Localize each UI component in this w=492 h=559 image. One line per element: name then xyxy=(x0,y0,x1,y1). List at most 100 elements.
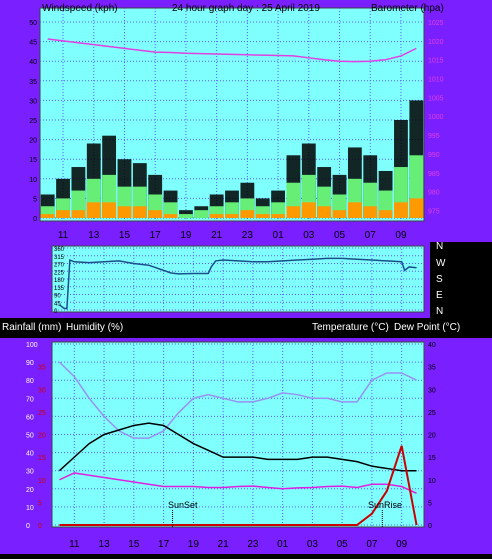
wind-min-bar xyxy=(56,210,70,218)
temperature-y-tick: 35 xyxy=(428,365,436,372)
wind-y-tick: 5 xyxy=(33,196,37,203)
temperature-y-tick: 0 xyxy=(428,523,432,530)
wind-min-bar xyxy=(86,202,101,218)
x-tick-label: 17 xyxy=(158,539,170,550)
x-tick-label: 07 xyxy=(366,539,378,550)
humidity-y-tick: 0 xyxy=(26,523,30,530)
x-tick-label: 19 xyxy=(188,539,200,550)
x-tick-label: 03 xyxy=(303,230,315,241)
wind-min-bar xyxy=(148,210,163,218)
direction-y-tick: 45 xyxy=(54,301,61,307)
direction-label-e: E xyxy=(436,290,443,301)
rainfall-y-tick: 20 xyxy=(38,433,46,440)
wind-min-bar xyxy=(363,206,378,218)
x-tick-label: 07 xyxy=(365,230,377,241)
rainfall-y-tick: 35 xyxy=(38,365,46,372)
temperature-y-tick: 25 xyxy=(428,410,436,417)
x-tick-label: 09 xyxy=(395,230,407,241)
temperature-y-tick: 20 xyxy=(428,433,436,440)
wind-min-bar xyxy=(117,206,132,218)
x-tick-label: 13 xyxy=(99,539,111,550)
barometer-y-tick: 1020 xyxy=(428,39,444,46)
humidity-y-tick: 50 xyxy=(26,433,34,440)
sunrise-label: SunRise xyxy=(368,500,402,510)
wind-y-tick: 35 xyxy=(29,79,37,86)
windspeed-axis-label: Windspeed (kph) xyxy=(42,3,118,14)
wind-y-tick: 30 xyxy=(29,98,37,105)
wind-min-bar xyxy=(240,210,255,218)
temperature-y-tick: 30 xyxy=(428,387,436,394)
wind-min-bar xyxy=(409,198,424,218)
humidity-y-tick: 10 xyxy=(26,505,34,512)
wind-min-bar xyxy=(286,206,301,218)
temperature-y-tick: 5 xyxy=(428,500,432,507)
x-tick-label: 09 xyxy=(396,539,408,550)
x-tick-label: 01 xyxy=(273,230,285,241)
direction-label-n1: N xyxy=(436,241,443,252)
barometer-y-tick: 995 xyxy=(428,133,440,140)
wind-min-bar xyxy=(301,202,316,218)
direction-y-tick: 315 xyxy=(54,255,65,261)
direction-label-s: S xyxy=(436,274,443,285)
wind-average-bar xyxy=(209,206,224,218)
x-tick-label: 11 xyxy=(69,539,80,550)
wind-min-bar xyxy=(255,214,270,218)
wind-average-bar xyxy=(194,210,209,218)
rainfall-line xyxy=(59,445,418,526)
x-tick-label: 21 xyxy=(211,230,223,241)
barometer-line xyxy=(47,38,417,63)
x-tick-label: 11 xyxy=(58,230,69,241)
wind-min-bar xyxy=(40,214,55,218)
barometer-y-tick: 1010 xyxy=(428,77,444,84)
rainfall-axis-label: Rainfall (mm) xyxy=(2,322,61,333)
wind-y-tick: 0 xyxy=(33,216,37,223)
humidity-y-tick: 60 xyxy=(26,414,34,421)
barometer-y-tick: 1000 xyxy=(428,114,444,121)
x-tick-label: 23 xyxy=(242,230,254,241)
humidity-y-tick: 20 xyxy=(26,487,34,494)
wind-min-bar xyxy=(132,206,147,218)
x-tick-label: 19 xyxy=(180,230,192,241)
barometer-y-tick: 990 xyxy=(428,152,440,159)
wind-min-bar xyxy=(102,202,117,218)
wind-min-bar xyxy=(332,210,347,218)
wind-min-bar xyxy=(225,214,239,218)
x-tick-label: 23 xyxy=(247,539,259,550)
wind-min-bar xyxy=(209,214,224,218)
barometer-y-tick: 1025 xyxy=(428,20,444,27)
barometer-y-tick: 1005 xyxy=(428,95,444,102)
barometer-axis-label: Barometer (hpa) xyxy=(371,3,444,14)
humidity-axis-label: Humidity (%) xyxy=(66,322,123,333)
barometer-y-tick: 975 xyxy=(428,208,440,215)
direction-label-w: W xyxy=(436,258,446,269)
rainfall-y-tick: 15 xyxy=(38,455,46,462)
temperature-line xyxy=(58,422,417,472)
wind-min-bar xyxy=(71,210,86,218)
wind-average-bar xyxy=(40,206,55,218)
wind-min-bar xyxy=(378,210,393,218)
chart-marks xyxy=(40,38,424,527)
wind-y-tick: 20 xyxy=(29,138,37,145)
rainfall-y-tick: 25 xyxy=(38,410,46,417)
rainfall-y-tick: 0 xyxy=(38,523,42,530)
humidity-y-tick: 70 xyxy=(26,396,34,403)
direction-y-tick: 90 xyxy=(54,294,61,300)
wind-y-tick: 15 xyxy=(29,157,37,164)
temperature-y-tick: 40 xyxy=(428,342,436,349)
direction-y-tick: 0 xyxy=(54,309,58,315)
direction-y-tick: 225 xyxy=(54,270,65,276)
x-tick-label: 05 xyxy=(337,539,349,550)
humidity-y-tick: 100 xyxy=(26,342,38,349)
direction-y-tick: 270 xyxy=(54,263,65,269)
wind-average-bar xyxy=(255,206,270,218)
sunset-label: SunSet xyxy=(168,500,198,510)
humidity-y-tick: 30 xyxy=(26,469,34,476)
temperature-y-tick: 10 xyxy=(428,478,436,485)
x-tick-label: 17 xyxy=(150,230,162,241)
humidity-line xyxy=(58,361,417,439)
direction-label-n2: N xyxy=(436,306,443,317)
humidity-y-tick: 90 xyxy=(26,360,34,367)
